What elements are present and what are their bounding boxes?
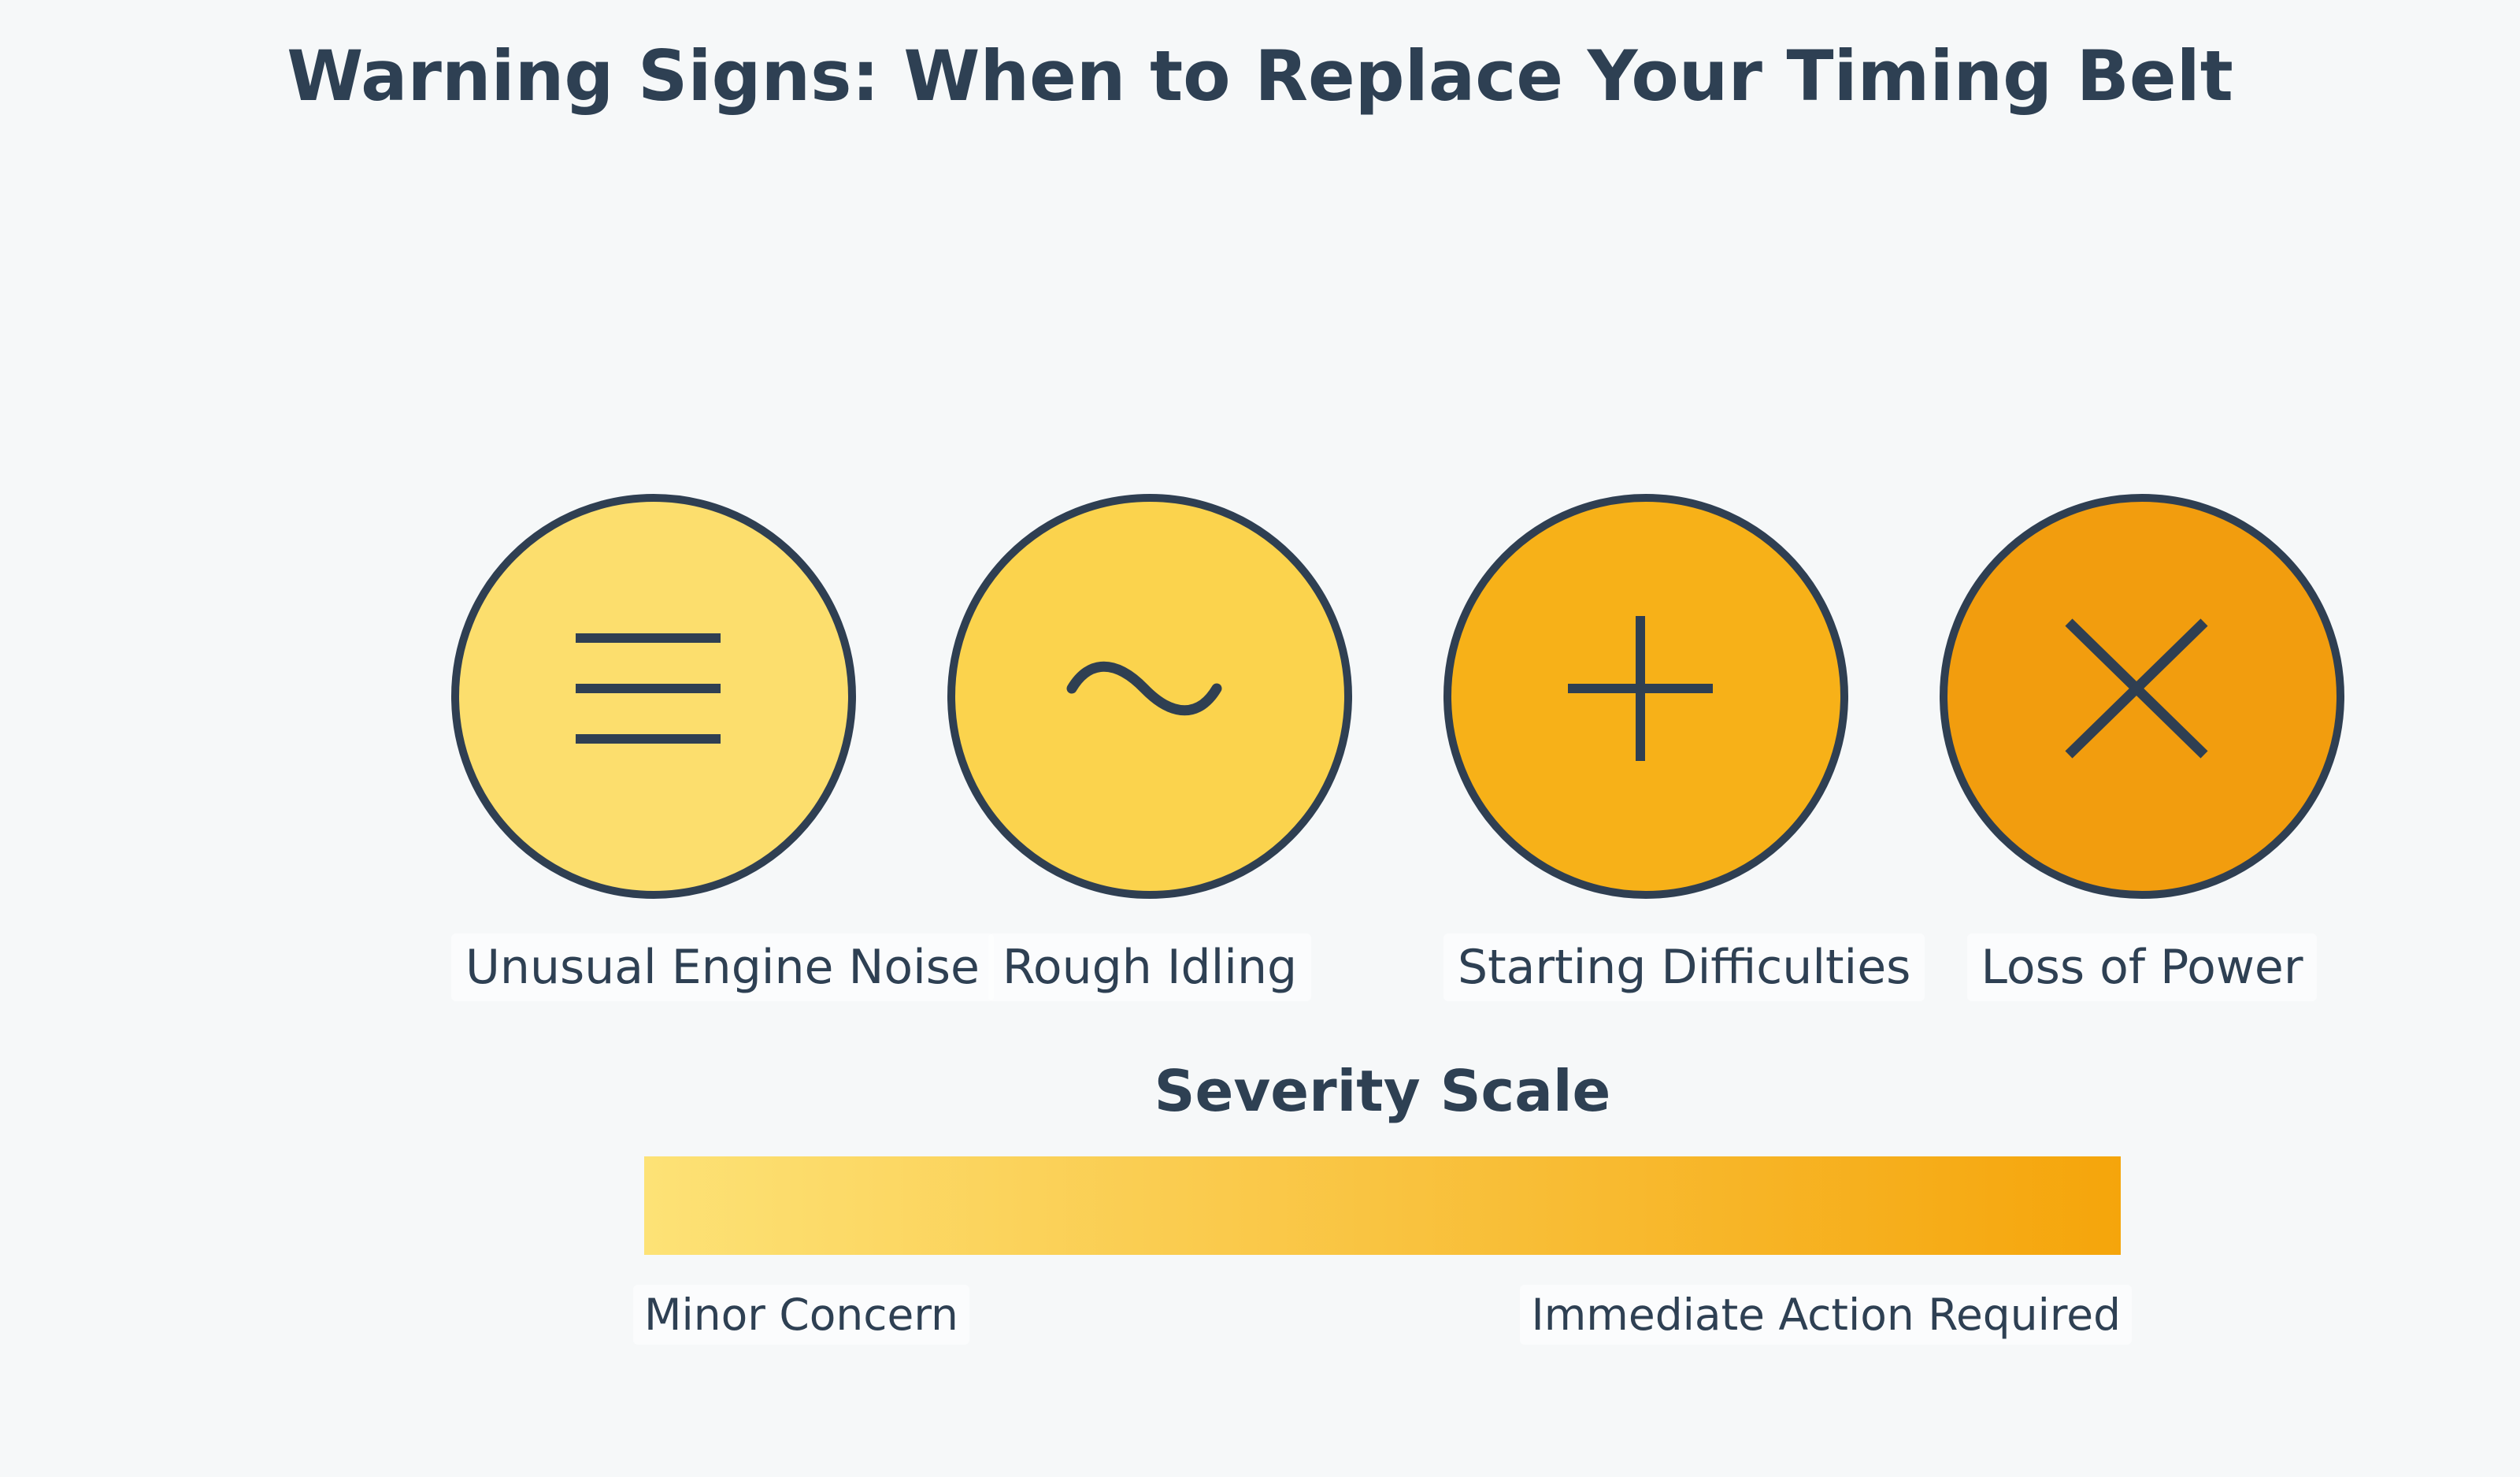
wave-icon	[1066, 661, 1222, 716]
severity-max-label-container: Immediate Action Required	[1520, 1285, 2132, 1345]
plus-icon	[1568, 616, 1713, 761]
severity-scale-title: Severity Scale	[1154, 1058, 1611, 1124]
warning-sign-label-container: Starting Difficulties	[1443, 933, 1925, 1001]
menu-lines-icon	[576, 633, 721, 744]
severity-gradient-bar	[644, 1156, 2121, 1255]
x-icon	[2065, 618, 2208, 759]
warning-sign-label: Rough Idling	[988, 933, 1312, 1001]
severity-min-label-container: Minor Concern	[633, 1285, 969, 1345]
page-title: Warning Signs: When to Replace Your Timi…	[287, 35, 2233, 117]
warning-sign-circle-rough-idling	[947, 494, 1352, 899]
warning-sign-label-container: Unusual Engine Noise	[451, 933, 994, 1001]
warning-sign-label-container: Rough Idling	[947, 933, 1352, 1001]
warning-sign-circle-starting-difficulties	[1443, 494, 1848, 899]
warning-sign-label: Starting Difficulties	[1443, 933, 1925, 1001]
severity-min-label: Minor Concern	[633, 1285, 969, 1345]
warning-sign-label: Loss of Power	[1966, 933, 2318, 1001]
warning-sign-circle-loss-of-power	[1940, 494, 2344, 899]
severity-max-label: Immediate Action Required	[1520, 1285, 2132, 1345]
warning-sign-label-container: Loss of Power	[1940, 933, 2344, 1001]
warning-sign-label: Unusual Engine Noise	[451, 933, 994, 1001]
warning-sign-circle-unusual-engine-noise	[451, 494, 856, 899]
